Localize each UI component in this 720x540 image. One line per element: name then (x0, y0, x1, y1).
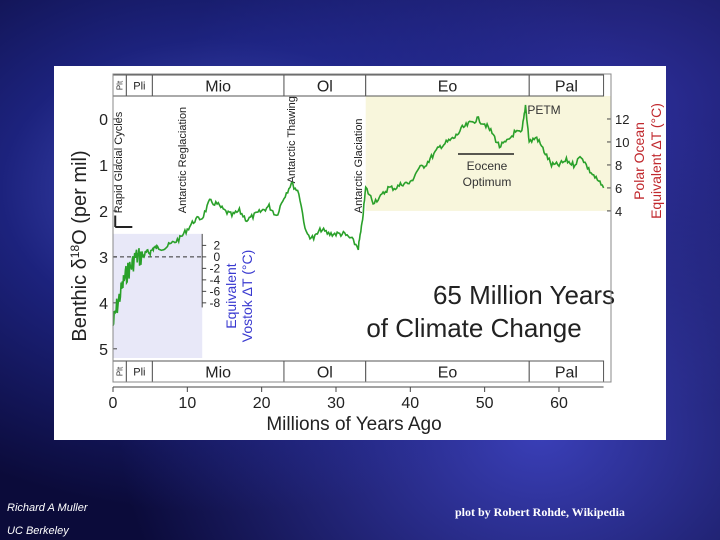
right-tick-label: 4 (615, 204, 622, 219)
x-tick-label: 50 (476, 395, 494, 412)
annotation-label: Antarctic Thawing (286, 96, 298, 183)
vostok-tick-label: 0 (214, 250, 221, 264)
optimum-label-line2: Optimum (463, 175, 512, 189)
y-axis-label: Benthic δ18O (per mil) (68, 150, 91, 341)
vostok-axis: 20-2-4-6-8 (201, 233, 221, 310)
y-tick-label: 2 (99, 204, 108, 221)
x-tick-label: 30 (327, 395, 345, 412)
x-tick-label: 60 (550, 395, 568, 412)
right-axis-label-line2: Equivalent ΔT (°C) (648, 103, 664, 219)
x-axis-label: Millions of Years Ago (266, 414, 441, 435)
credit-institution: UC Berkeley (7, 525, 69, 537)
vostok-tick-label: -6 (210, 284, 221, 298)
ice-age-region (113, 233, 203, 358)
chart-title-line2: of Climate Change (366, 313, 581, 343)
annotation-label: Antarctic Glaciation (353, 118, 365, 213)
epoch-cell (528, 74, 605, 97)
right-tick-label: 12 (615, 112, 629, 127)
epoch-label: Mio (205, 364, 231, 381)
annotations: Rapid Glacial Cycles Antarctic Reglaciati… (113, 96, 365, 228)
credit-plot: plot by Robert Rohde, Wikipedia (455, 505, 625, 519)
right-axis: 12 10 8 6 4 (607, 112, 629, 219)
annotation-label: Rapid Glacial Cycles (113, 111, 125, 213)
vostok-tick-label: 2 (214, 238, 221, 252)
y-axis: 0 1 2 3 4 5 (99, 112, 117, 359)
epoch-label: Pli (133, 366, 145, 378)
x-tick-label: 20 (253, 395, 271, 412)
epoch-bar-top: Plt Pli Mio Ol Eo Pal (112, 74, 605, 97)
x-axis: 0 10 20 30 40 50 60 (109, 386, 604, 412)
epoch-label: Eo (438, 78, 458, 95)
y-tick-label: 4 (99, 296, 108, 313)
chart-title-line1: 65 Million Years (433, 280, 615, 310)
annotation-label: Antarctic Reglaciation (177, 107, 189, 213)
petm-label: PETM (527, 103, 560, 117)
credit-author: Richard A Muller (7, 502, 88, 514)
x-tick-label: 10 (178, 395, 196, 412)
epoch-bar-bottom: Plt Pli Mio Ol Eo Pal (112, 360, 605, 383)
right-tick-label: 10 (615, 135, 629, 150)
climate-chart: Plt Pli Mio Ol Eo Pal Plt Pli Mio Ol Eo Pal 0 10 20 3… (54, 66, 666, 440)
y-axis-label-rest: O (per mil) (69, 150, 91, 244)
right-axis-label-line1: Polar Ocean (631, 122, 647, 200)
vostok-tick-label: -2 (210, 261, 221, 275)
y-axis-label-sup: 18 (68, 245, 82, 259)
y-tick-label: 0 (99, 112, 108, 129)
epoch-label: Ol (317, 78, 333, 95)
series-line-d18o (112, 104, 605, 326)
epoch-label: Mio (205, 78, 231, 95)
y-tick-label: 5 (99, 342, 108, 359)
vostok-tick-label: -4 (210, 273, 221, 287)
x-tick-label: 0 (109, 395, 118, 412)
epoch-label: Plt (116, 80, 125, 90)
y-axis-label-main: Benthic δ (69, 258, 91, 341)
y-tick-label: 1 (99, 158, 108, 175)
epoch-label: Plt (116, 366, 125, 376)
epoch-label: Pli (133, 80, 145, 92)
epoch-label: Ol (317, 364, 333, 381)
epoch-label: Pal (555, 78, 578, 95)
vostok-label-line1: Equivalent (223, 263, 239, 328)
vostok-label-line2: Vostok ΔT (°C) (239, 250, 255, 343)
plot-frame (112, 73, 612, 383)
right-tick-label: 8 (615, 158, 622, 173)
chart-canvas: Plt Pli Mio Ol Eo Pal Plt Pli Mio Ol Eo Pal 0 10 20 3… (68, 73, 664, 435)
y-tick-label: 3 (99, 250, 108, 267)
right-tick-label: 6 (615, 181, 622, 196)
optimum-label-line1: Eocene (467, 159, 508, 173)
x-tick-label: 40 (401, 395, 419, 412)
epoch-label: Pal (555, 364, 578, 381)
epoch-label: Eo (438, 364, 458, 381)
vostok-tick-label: -8 (210, 296, 221, 310)
